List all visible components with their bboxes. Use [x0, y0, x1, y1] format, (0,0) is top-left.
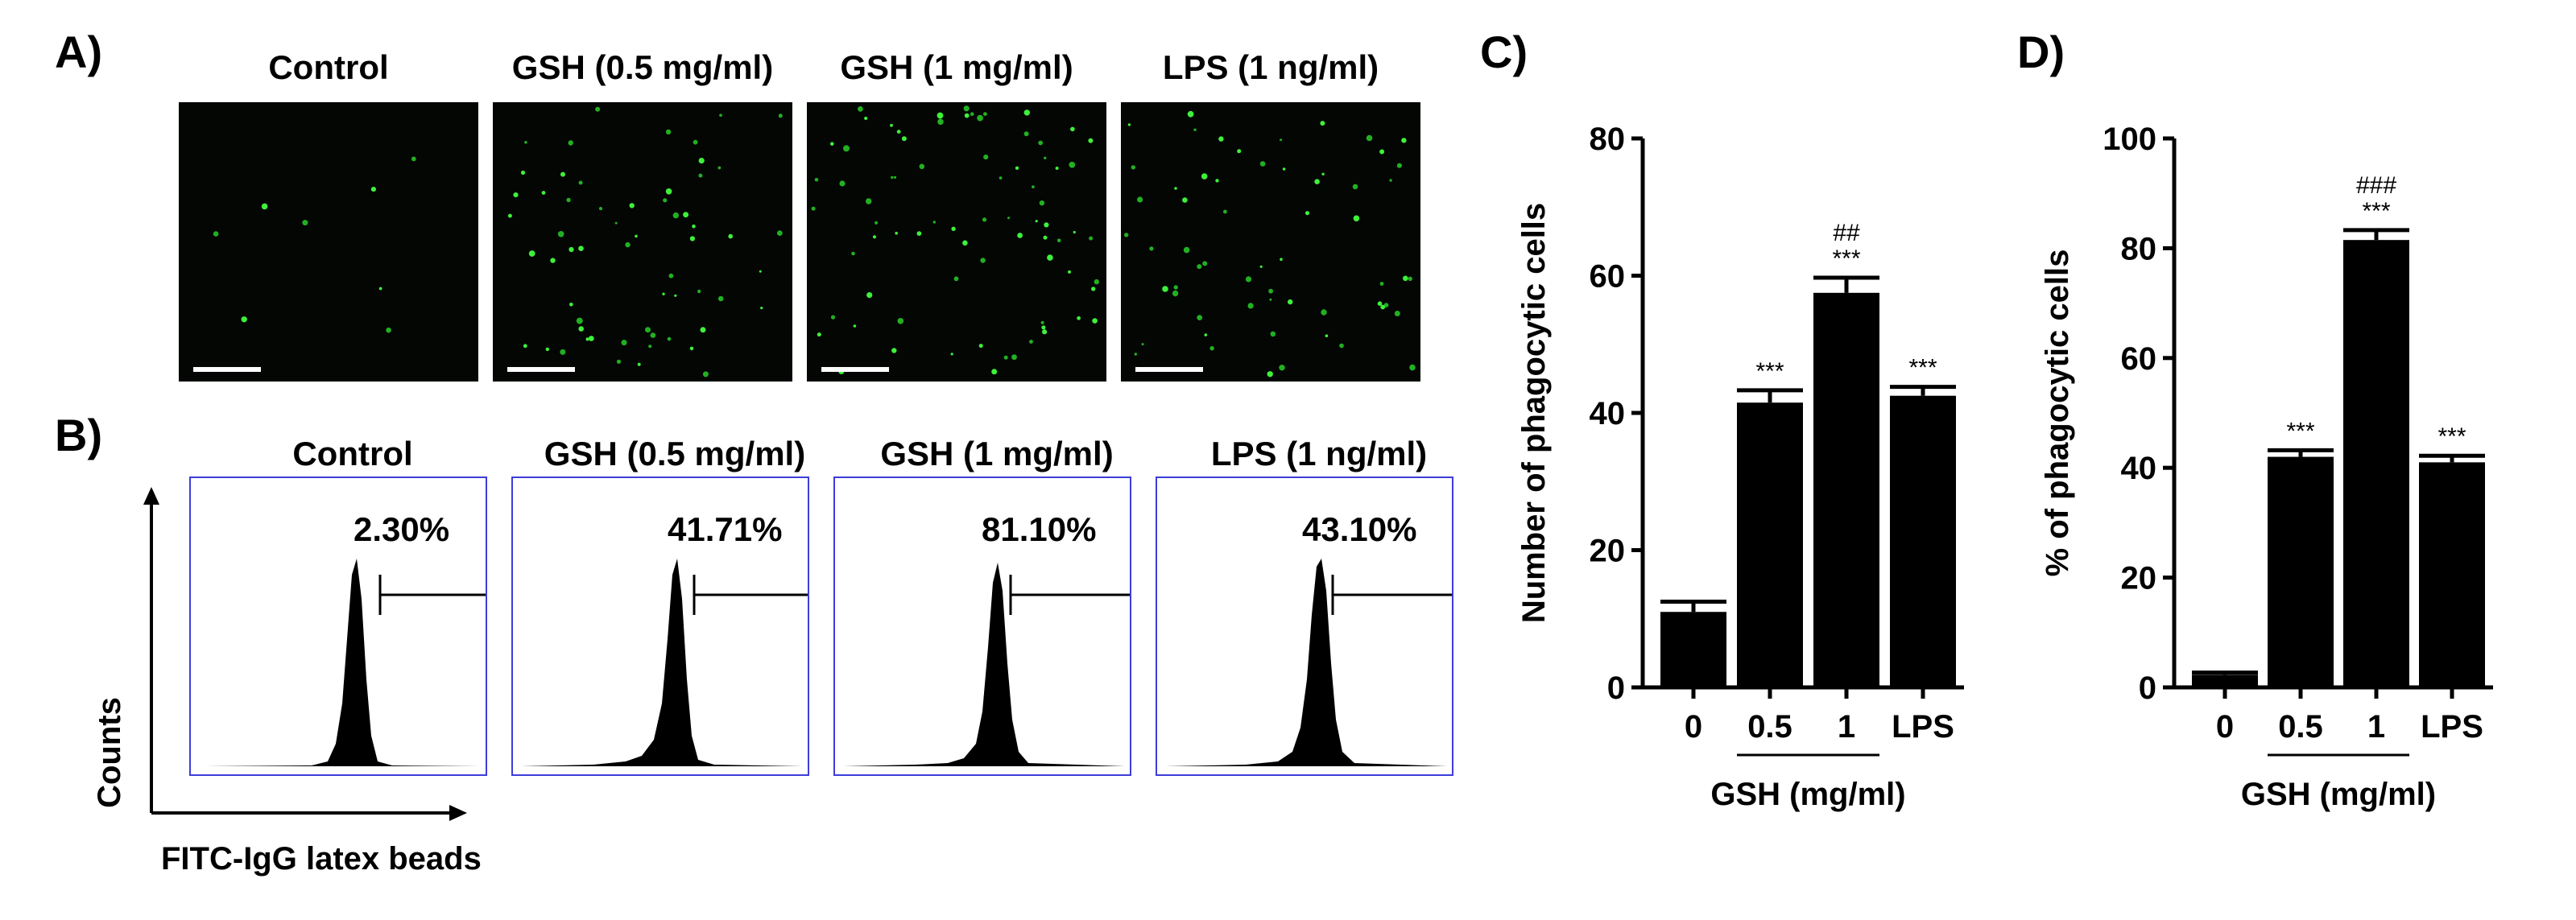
- panel-d-letter: D): [2017, 27, 2065, 77]
- bar: [2343, 240, 2409, 687]
- flow-axes-arrows: [143, 487, 467, 821]
- x-tick-label: 0: [1685, 709, 1702, 745]
- x-tick-label: 0.5: [1747, 709, 1792, 745]
- x-axis-label: GSH (mg/ml): [1710, 777, 1905, 812]
- flow-histogram-gsh-1: 81.10%: [833, 477, 1131, 776]
- gate-percent: 2.30%: [354, 510, 450, 548]
- y-tick-label: 80: [2121, 231, 2157, 266]
- histogram-plot: [1165, 559, 1452, 766]
- gate-percent: 41.71%: [668, 510, 783, 548]
- x-tick-label: 1: [1838, 709, 1855, 745]
- bar: [1737, 402, 1803, 687]
- significance-label: ***: [1832, 245, 1860, 272]
- significance-label: ***: [2437, 423, 2466, 450]
- micrograph-gsh-05: [493, 102, 792, 382]
- histogram-plot: [199, 559, 486, 766]
- bar: [1813, 292, 1879, 687]
- bar: [2268, 456, 2334, 687]
- significance-label-hash: ###: [2356, 172, 2396, 199]
- y-tick-label: 40: [2121, 451, 2157, 486]
- x-tick-label: LPS: [1892, 709, 1954, 745]
- y-axis-label: % of phagocytic cells: [2040, 250, 2075, 577]
- micrograph-label-gsh-1: GSH (1 mg/ml): [840, 48, 1073, 86]
- significance-label: ***: [1755, 358, 1784, 385]
- scale-bar: [507, 367, 575, 372]
- histogram-plot: [843, 563, 1130, 766]
- x-axis-label: GSH (mg/ml): [2241, 777, 2436, 812]
- bar: [2192, 675, 2258, 687]
- micrograph-label-lps: LPS (1 ng/ml): [1162, 48, 1379, 86]
- micrograph-lps: [1121, 102, 1420, 382]
- y-axis-label: Number of phagocytic cells: [1516, 203, 1552, 623]
- y-tick-label: 20: [1590, 534, 1626, 569]
- micrograph-control: [179, 102, 478, 382]
- y-tick-label: 60: [2121, 341, 2157, 377]
- y-tick-label: 20: [2121, 561, 2157, 596]
- bar: [2419, 462, 2485, 687]
- y-tick-label: 100: [2103, 122, 2156, 157]
- significance-label: ***: [1908, 355, 1937, 382]
- fluorescent-particles: [507, 106, 783, 377]
- flow-label-lps: LPS (1 ng/ml): [1210, 435, 1428, 472]
- gate-percent: 81.10%: [982, 510, 1097, 548]
- fluorescent-particles: [213, 156, 416, 333]
- y-tick-label: 60: [1590, 259, 1626, 295]
- x-tick-label: 0.5: [2278, 709, 2323, 745]
- histogram-plot: [521, 559, 808, 766]
- flow-label-control: Control: [292, 435, 413, 472]
- significance-label-hash: ##: [1833, 220, 1860, 246]
- panel-c-letter: C): [1480, 27, 1528, 77]
- scale-bar: [821, 367, 889, 372]
- y-tick-label: 40: [1590, 396, 1626, 431]
- flow-histogram-lps: 43.10%: [1156, 477, 1453, 776]
- flow-label-gsh-1: GSH (1 mg/ml): [880, 435, 1114, 472]
- micrograph-label-control: Control: [268, 48, 389, 86]
- bar: [1890, 395, 1956, 687]
- scale-bar: [1135, 367, 1203, 372]
- fluorescent-particles: [1124, 110, 1416, 377]
- panel-a-letter: A): [55, 27, 103, 77]
- significance-label: ***: [2286, 418, 2314, 444]
- panel-b-letter: B): [55, 410, 103, 460]
- gate-percent: 43.10%: [1302, 510, 1417, 548]
- scale-bar: [193, 367, 261, 372]
- y-tick-label: 80: [1590, 122, 1626, 157]
- y-tick-label: 0: [1607, 670, 1625, 706]
- micrograph-gsh-1: [807, 102, 1106, 382]
- bar: [1660, 612, 1726, 687]
- flow-y-axis-label: Counts: [92, 697, 127, 808]
- flow-histogram-control: 2.30%: [189, 477, 487, 776]
- micrograph-label-gsh-05: GSH (0.5 mg/ml): [511, 48, 774, 86]
- flow-label-gsh-05: GSH (0.5 mg/ml): [544, 435, 806, 472]
- x-tick-label: 0: [2216, 709, 2234, 745]
- flow-x-axis-label: FITC-IgG latex beads: [161, 841, 482, 877]
- fluorescent-particles: [811, 105, 1099, 375]
- significance-label: ***: [2362, 198, 2390, 225]
- y-tick-label: 0: [2139, 670, 2156, 706]
- x-tick-label: 1: [2367, 709, 2385, 745]
- flow-histogram-gsh-05: 41.71%: [511, 477, 809, 776]
- x-tick-label: LPS: [2421, 709, 2483, 745]
